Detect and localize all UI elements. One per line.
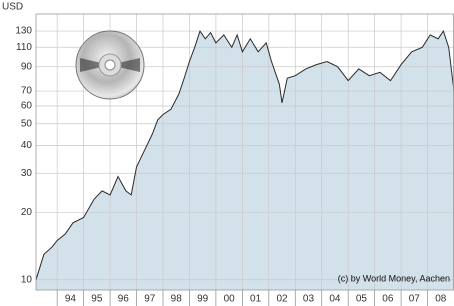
page: USD (c) by World Money, Aachen 10 20 30 40 5… (0, 0, 454, 306)
x-tick-label: 02 (276, 294, 288, 305)
x-tick-label: 97 (144, 294, 156, 305)
x-tick-label: 03 (303, 294, 315, 305)
x-tick-label: 06 (382, 294, 394, 305)
y-axis-label: USD (2, 2, 23, 13)
y-tick-label: 40 (21, 140, 33, 151)
y-tick-label: 20 (21, 207, 33, 218)
y-tick-label: 70 (21, 86, 33, 97)
x-tick-label: 07 (409, 294, 421, 305)
y-tick-label: 130 (15, 26, 32, 37)
chart: USD (c) by World Money, Aachen 10 20 30 40 5… (0, 0, 454, 306)
y-tick-label: 10 (21, 274, 33, 285)
x-tick-label: 94 (65, 294, 77, 305)
y-tick-label: 60 (21, 101, 33, 112)
y-tick-label: 90 (21, 61, 33, 72)
annotation: (c) by World Money, Aachen (338, 273, 450, 283)
x-tick-label: 00 (224, 294, 236, 305)
x-tick-label: 99 (197, 294, 209, 305)
y-tick-label: 110 (16, 42, 32, 53)
cd-hole (105, 60, 115, 70)
x-tick-label: 08 (435, 294, 447, 305)
x-tick-label: 95 (91, 294, 103, 305)
x-tick-label: 96 (118, 294, 130, 305)
x-tick-label: 98 (171, 294, 183, 305)
x-tick-label: 05 (356, 294, 368, 305)
cd-icon (76, 31, 144, 99)
x-tick-label: 04 (329, 294, 341, 305)
x-tick-label: 01 (250, 294, 262, 305)
y-tick-label: 50 (21, 118, 33, 129)
y-tick-label: 30 (21, 168, 33, 179)
